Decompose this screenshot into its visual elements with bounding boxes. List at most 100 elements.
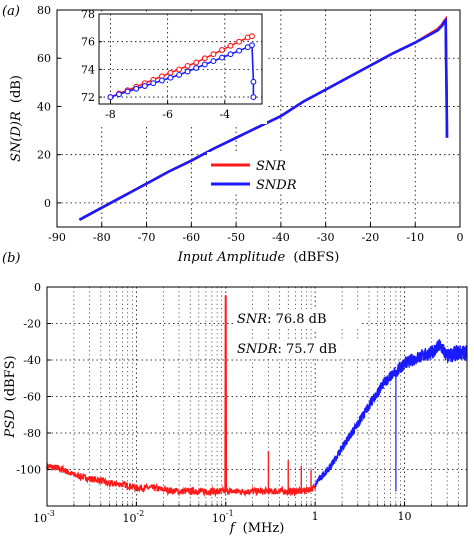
chart-a-y-axis-label: SN(D)R (dB) <box>9 75 24 162</box>
chart-a-x-tick-label: -60 <box>182 231 200 244</box>
chart-b-y-tick-label: -20 <box>23 318 41 331</box>
chart-a-inset-x-tick-label: -6 <box>162 108 173 121</box>
chart-a-x-tick-label: -90 <box>48 231 66 244</box>
chart-b-annotation-sndr: SNDR: 75.7 dB <box>237 342 337 357</box>
chart-a-inset-point-snr <box>201 55 208 62</box>
chart-b-x-tick-label: 10 <box>398 510 412 523</box>
chart-b-x-tick-label: 1 <box>312 510 319 523</box>
chart-a-plot-frame <box>56 9 461 228</box>
chart-a-x-tick-label: -30 <box>317 231 335 244</box>
chart-a-inset-x-tick-label: -4 <box>219 108 230 121</box>
chart-b-x-tick-label-base: 10 <box>122 512 136 525</box>
chart-a-inset-point-snr <box>184 62 191 69</box>
chart-b-y-tick-label: -40 <box>23 354 41 367</box>
chart-a-x-tick-label: -80 <box>93 231 111 244</box>
chart-a-x-tick-label: 0 <box>457 231 464 244</box>
chart-a-legend-label-sndr: SNDR <box>256 178 297 193</box>
chart-a-inset-point-sndr <box>150 80 157 87</box>
chart-a-inset-point-sndr <box>219 54 225 61</box>
chart-a-inset-point-sndr <box>250 94 257 101</box>
chart-b-x-tick-label-exponent: -1 <box>226 509 234 518</box>
chart-a-y-tick-label: 40 <box>37 100 51 113</box>
chart-a-x-ticks: -90 -80 -70 -60 -50 -40 -30 -20 -10 0 <box>48 223 464 244</box>
panel-label-b: (b) <box>2 251 20 266</box>
chart-a-inset-point-sndr <box>210 58 217 65</box>
chart-b-annotation-value: : 75.7 dB <box>278 342 337 357</box>
chart-b-annotation-metric: SNDR <box>237 342 278 357</box>
chart-b-x-tick-label-base: 10 <box>33 512 47 525</box>
chart-b-y-ticks: 0 -20 -40 -60 -80 -100 <box>16 281 51 477</box>
chart-b-x-tick-label-exponent: -3 <box>47 509 55 518</box>
chart-a-x-tick-label: -10 <box>406 231 424 244</box>
chart-b-annotation-bg <box>233 339 361 359</box>
chart-b-x-tick-label-exponent: -2 <box>136 509 144 518</box>
chart-a-inset-point-sndr <box>116 91 122 98</box>
chart-a-inset-point-sndr <box>133 85 140 92</box>
chart-a-inset-point-snr <box>210 51 217 58</box>
chart-a-y-tick-label: 20 <box>37 149 51 162</box>
chart-a-x-axis-label: Input Amplitude (dBFS) <box>177 250 340 265</box>
chart-b-y-tick-label: -80 <box>23 427 41 440</box>
chart-a-lines <box>78 15 449 221</box>
panel-label-a: (a) <box>2 4 20 19</box>
chart-b-psd-high-band-line <box>314 339 468 492</box>
chart-b-annotation-metric: SNR <box>237 312 267 327</box>
chart-a-y-tick-label: 60 <box>37 52 51 65</box>
chart-a-x-axis-label-unit: (dBFS) <box>293 250 339 265</box>
chart-b-annotation-snr: SNR: 76.8 dB <box>237 312 327 327</box>
chart-a-y-axis-label-unit: (dB) <box>9 75 24 103</box>
chart-a-inset-point-sndr <box>124 88 131 95</box>
chart-a-inset-point-sndr <box>158 77 165 84</box>
chart-a-inset-point-sndr <box>201 61 208 68</box>
chart-a-inset-point-sndr <box>193 65 200 71</box>
chart-a-inset-background <box>62 12 267 124</box>
chart-a-inset-point-sndr <box>250 78 257 85</box>
chart-a-inset-point-sndr <box>176 71 183 78</box>
chart-a: (a) -90 -80 -70 -60 -50 -40 -30 -20 -10 0 0 20 40 60… <box>2 4 464 265</box>
chart-a-y-axis-label-italic: SN(D)R <box>9 111 24 162</box>
chart-a-x-tick-label: -50 <box>227 231 245 244</box>
chart-a-inset-point-sndr <box>249 42 255 49</box>
chart-a-y-tick-label: 80 <box>37 4 51 17</box>
chart-a-inset-y-tick-label: 74 <box>81 63 95 76</box>
chart-a-legend: SNR SNDR <box>207 152 321 194</box>
chart-a-y-ticks: 0 20 40 60 80 <box>37 4 61 210</box>
chart-a-legend-box <box>207 152 321 194</box>
chart-b-x-tick-label-base: 10 <box>212 512 226 525</box>
chart-a-inset-point-snr <box>193 59 200 66</box>
chart-a-inset-point-snr <box>219 47 225 53</box>
chart-b-y-axis-label-unit: (dBFS) <box>3 355 18 401</box>
chart-a-inset-point-snr <box>236 38 243 45</box>
chart-b-annotation-value: : 76.8 dB <box>267 312 326 327</box>
chart-a-x-axis-label-italic: Input Amplitude <box>177 250 286 265</box>
chart-a-inset-point-snr <box>227 42 234 49</box>
chart-b-x-axis-label: f (MHz) <box>229 521 285 536</box>
chart-b-psd-low-band-line <box>46 295 316 498</box>
chart-a-inset-point-sndr <box>184 68 191 75</box>
chart-a-x-tick-label: -20 <box>362 231 380 244</box>
chart-b-y-tick-label: -100 <box>16 464 41 477</box>
chart-a-series-sndr-line <box>78 17 449 221</box>
chart-a-inset-point-sndr <box>227 51 234 58</box>
chart-a-inset-point-snr <box>249 33 255 40</box>
chart-a-inset-y-tick-label: 72 <box>81 91 95 104</box>
chart-b-x-tick-label: 10-2 <box>122 509 144 525</box>
chart-a-legend-label-snr: SNR <box>256 159 286 174</box>
chart-b-x-tick-label: 10-1 <box>212 509 234 525</box>
chart-b-x-ticks: 10-3 10-2 10-1 1 10 <box>33 501 459 525</box>
chart-a-inset-frame <box>98 13 263 105</box>
chart-b: (b) 10-3 10-2 10-1 1 10 0-20-40-60-80-100 f … <box>2 251 468 536</box>
chart-b-x-tick-label: 10-3 <box>33 509 55 525</box>
chart-b-y-tick-label: 0 <box>34 281 41 294</box>
chart-a-inset-point-snr <box>176 66 183 73</box>
chart-a-inset-y-tick-label: 76 <box>81 36 95 49</box>
chart-b-x-axis-label-unit: (MHz) <box>243 521 285 536</box>
chart-a-inset-y-tick-label: 78 <box>81 8 95 21</box>
chart-a-inset-point-sndr <box>167 74 174 81</box>
chart-b-annotation-bg <box>233 309 361 329</box>
chart-a-x-tick-label: -40 <box>272 231 290 244</box>
chart-b-x-axis-label-italic: f <box>229 521 237 536</box>
chart-a-inset-point-sndr <box>107 94 114 101</box>
chart-a-inset-x-tick-label: -8 <box>105 108 116 121</box>
